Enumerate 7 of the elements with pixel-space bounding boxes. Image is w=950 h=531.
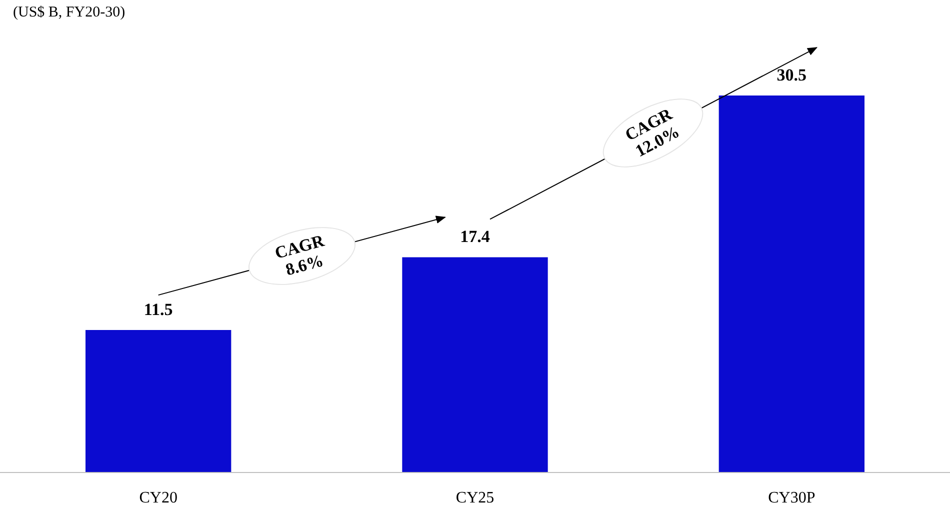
data-label: 30.5 <box>776 66 807 85</box>
chart-subtitle: (US$ B, FY20-30) <box>13 4 126 20</box>
x-tick-label: CY30P <box>768 490 816 506</box>
data-label: 11.5 <box>144 300 173 320</box>
x-tick-label: CY25 <box>456 490 494 506</box>
data-label: 17.4 <box>460 227 490 246</box>
x-tick-label: CY20 <box>139 490 178 506</box>
